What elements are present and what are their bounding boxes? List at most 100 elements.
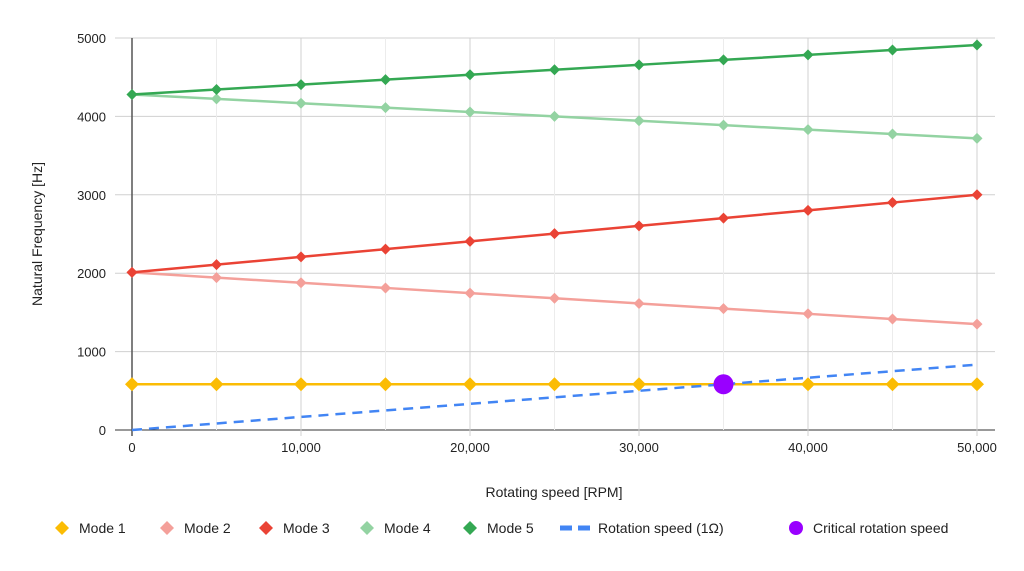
data-point [295,277,307,289]
data-point [718,303,729,315]
data-point [294,377,308,392]
data-point [125,377,139,392]
legend-label: Mode 1 [79,520,126,536]
x-axis-title: Rotating speed [RPM] [486,484,623,500]
legend-item: Mode 4 [360,520,431,536]
data-point [211,272,222,284]
data-point [380,102,391,114]
series-4 [126,88,983,144]
data-point [549,110,560,122]
y-tick-label: 2000 [77,266,106,281]
series-1 [125,377,984,392]
legend-diamond-icon [463,521,477,535]
legend-label: Mode 4 [384,520,431,536]
data-point [295,251,307,263]
legend-diamond-icon [55,521,69,535]
data-point [549,292,560,304]
legend-dash-icon [578,525,590,531]
data-point [971,318,983,330]
legend-diamond-icon [160,521,174,535]
series-5 [126,39,983,100]
legend-circle-icon [789,521,803,535]
x-tick-label: 10,000 [281,440,321,455]
x-tick-label: 20,000 [450,440,490,455]
legend-item: Mode 2 [160,520,231,536]
data-point [295,97,307,109]
y-tick-label: 5000 [77,31,106,46]
data-point [801,377,815,392]
data-point [887,44,898,56]
y-tick-labels: 0 1000 2000 3000 4000 5000 [77,31,106,438]
legend-dash-icon [560,525,572,531]
data-point [887,128,898,140]
data-point [971,39,983,51]
data-point [464,106,476,118]
x-tick-label: 40,000 [788,440,828,455]
data-point [211,259,222,271]
legend-item: Mode 1 [55,520,126,536]
data-point [549,228,560,240]
data-point [380,282,391,294]
data-point [887,313,898,325]
y-tick-label: 4000 [77,109,106,124]
legend-label: Rotation speed (1Ω) [598,520,724,536]
data-point [633,297,645,309]
legend-diamond-icon [360,521,374,535]
legend-item: Rotation speed (1Ω) [560,520,724,536]
data-point [802,124,814,136]
data-point [718,54,729,66]
data-point [885,377,900,392]
data-point [549,64,560,76]
legend-label: Critical rotation speed [813,520,948,536]
y-axis-title: Natural Frequency [Hz] [29,162,45,306]
legend: Mode 1 Mode 2 Mode 3 Mode 4 Mode 5 Rotation s… [55,520,948,536]
critical-point [713,374,734,395]
data-point [463,377,477,392]
data-point [718,119,729,131]
data-point [378,377,393,392]
series-layer [125,39,984,432]
series-7 [713,374,734,395]
y-tick-label: 0 [99,423,106,438]
data-point [295,79,307,91]
data-point [464,235,476,247]
data-point [633,115,645,127]
data-point [211,93,222,105]
series-3 [126,189,983,278]
legend-label: Mode 5 [487,520,534,536]
data-point [380,74,391,86]
x-tick-label: 50,000 [957,440,997,455]
data-point [802,49,814,61]
data-point [971,132,983,144]
x-tick-labels: 0 10,000 20,000 30,000 40,000 50,000 [128,440,997,455]
data-point [464,287,476,299]
data-point [126,266,138,278]
data-point [209,377,224,392]
legend-label: Mode 2 [184,520,231,536]
data-point [802,204,814,216]
data-point [211,84,222,96]
data-point [633,59,645,71]
legend-item: Mode 3 [259,520,330,536]
series-line [131,363,978,432]
y-tick-label: 3000 [77,188,106,203]
legend-item: Mode 5 [463,520,534,536]
data-point [970,377,984,392]
data-point [718,212,729,224]
legend-label: Mode 3 [283,520,330,536]
series-6 [131,363,978,432]
x-tick-label: 0 [128,440,135,455]
legend-item: Critical rotation speed [789,520,948,536]
x-tick-label: 30,000 [619,440,659,455]
data-point [887,197,898,209]
legend-diamond-icon [259,521,273,535]
data-point [632,377,646,392]
data-point [464,69,476,81]
data-point [971,189,983,201]
data-point [633,220,645,232]
data-point [380,243,391,255]
data-point [802,308,814,320]
data-point [547,377,562,392]
data-point [126,88,138,100]
